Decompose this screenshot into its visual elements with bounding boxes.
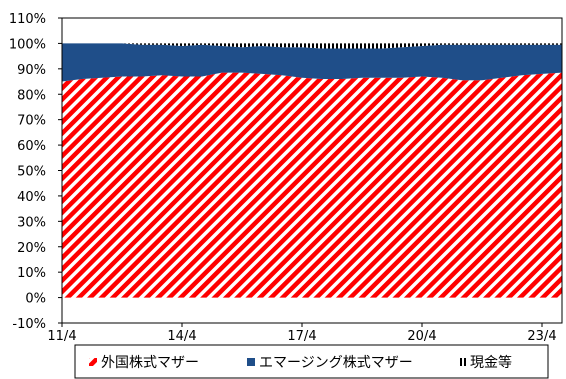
y-tick-label: 60% [17, 139, 46, 154]
x-axis: 11/4 14/4 17/4 20/4 23/4 [47, 323, 556, 344]
y-axis: -10% 0% 10% 20% 30% 40% 50% 60% 70% 80% 90% 100% 110… [9, 12, 62, 332]
area-series-emerging-equity [62, 43, 562, 81]
legend-swatch-cash [458, 358, 466, 366]
y-tick-label: 30% [17, 215, 46, 230]
y-tick-label: 10% [17, 266, 46, 281]
y-tick-label: 0% [25, 292, 46, 307]
y-tick-label: 20% [17, 241, 46, 256]
y-tick-label: 40% [17, 190, 46, 205]
legend-swatch-emerging-equity [247, 358, 255, 366]
x-tick-label: 11/4 [47, 329, 76, 344]
legend-label-emerging-equity: エマージング株式マザー [259, 355, 413, 371]
area-series-foreign-equity [62, 73, 562, 298]
x-tick-label: 14/4 [167, 329, 196, 344]
y-tick-label: 70% [17, 114, 46, 129]
x-tick-label: 20/4 [407, 329, 436, 344]
legend: 外国株式マザー エマージング株式マザー 現金等 [75, 345, 548, 378]
y-tick-label: 110% [9, 12, 46, 27]
y-tick-label: 50% [17, 165, 46, 180]
series-areas [62, 43, 562, 297]
legend-label-foreign-equity: 外国株式マザー [101, 355, 199, 371]
x-tick-label: 23/4 [527, 329, 556, 344]
legend-swatch-foreign-equity [89, 358, 97, 366]
y-tick-label: 80% [17, 88, 46, 103]
x-tick-label: 17/4 [287, 329, 316, 344]
legend-label-cash: 現金等 [470, 354, 512, 371]
y-tick-label: -10% [12, 317, 46, 332]
y-tick-label: 90% [17, 63, 46, 78]
y-tick-label: 100% [9, 37, 46, 52]
